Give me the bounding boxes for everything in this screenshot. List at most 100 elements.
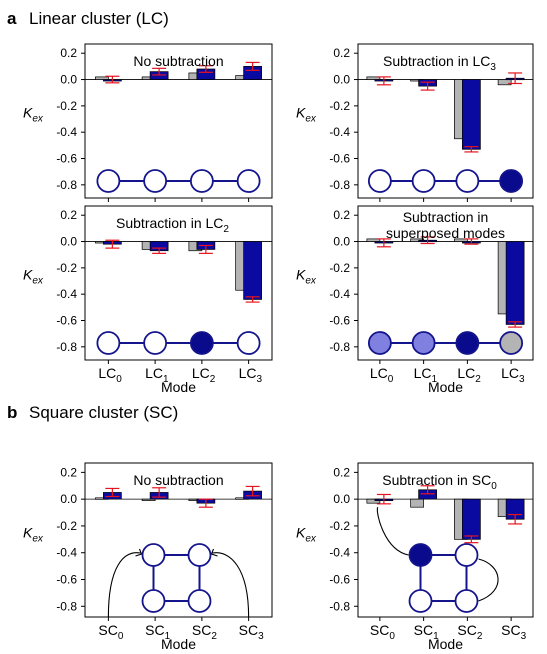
cluster-node — [141, 589, 166, 613]
y-tick-label: 0.0 — [333, 492, 350, 506]
cluster-node — [236, 331, 261, 355]
bar-blue — [462, 498, 481, 540]
cluster-node — [187, 589, 212, 613]
arrow-left — [107, 552, 141, 618]
y-tick-label: 0.0 — [60, 235, 77, 249]
plot-frame — [84, 205, 273, 361]
x-tick-label: SC1 — [414, 622, 439, 642]
y-tick-label: -0.6 — [56, 573, 77, 587]
y-axis-label: Kex — [296, 266, 317, 286]
arrow-right-side — [478, 558, 499, 602]
bar-gray — [454, 238, 468, 242]
y-tick-label: -0.4 — [329, 546, 350, 560]
x-tick-label: LC0 — [98, 365, 122, 385]
cluster-edge — [419, 554, 468, 602]
chart-title: No subtraction — [133, 53, 223, 69]
cluster-node — [499, 169, 524, 193]
cluster-node — [367, 331, 392, 355]
plot-frame — [357, 43, 534, 199]
y-axis-label: Kex — [23, 266, 44, 286]
y-tick-label: -0.2 — [56, 99, 77, 113]
bar-gray — [366, 498, 381, 504]
y-axis-label: Kex — [23, 525, 44, 545]
y-tick-label: 0.2 — [333, 465, 350, 479]
cluster-node — [141, 543, 166, 567]
y-tick-label: -0.8 — [56, 599, 77, 613]
arrow-to-sc0 — [376, 506, 409, 556]
y-tick-label: 0.0 — [60, 73, 77, 87]
y-axis-label: Kex — [296, 525, 317, 545]
section-a-title: Linear cluster (LC) — [29, 9, 169, 28]
y-tick-label: -0.8 — [329, 340, 350, 354]
y-tick-label: -0.8 — [329, 599, 350, 613]
y-axis-label: Kex — [296, 104, 317, 124]
y-tick-label: 0.0 — [333, 235, 350, 249]
bar-gray — [141, 498, 156, 502]
y-tick-label: -0.4 — [56, 546, 77, 560]
section-b-header: b Square cluster (SC) — [7, 403, 178, 422]
cluster-node — [96, 169, 121, 193]
plot-frame — [357, 205, 534, 361]
x-tick-label: LC3 — [501, 365, 525, 385]
y-tick-label: 0.0 — [60, 492, 77, 506]
cluster-node — [455, 169, 480, 193]
chart-title: Subtraction in LC2 — [116, 215, 229, 235]
plot-frame — [357, 462, 534, 618]
chart-title: No subtraction — [133, 472, 223, 488]
cluster-node — [499, 331, 524, 355]
cluster-node — [143, 331, 168, 355]
y-tick-label: -0.2 — [56, 261, 77, 275]
cluster-node — [408, 543, 433, 567]
x-axis-label: Mode — [428, 636, 463, 652]
x-axis-label: Mode — [428, 379, 463, 395]
chart-panel-sc-none: 0.2 0.0 -0.2 -0.4 -0.6 -0.8 Kex SC0 SC1 SC2 SC3 Mod… — [23, 462, 273, 652]
x-tick-label: SC0 — [98, 622, 123, 642]
y-axis-label: Kex — [23, 104, 44, 124]
y-tick-label: -0.8 — [56, 178, 77, 192]
y-tick-label: 0.2 — [333, 208, 350, 222]
y-tick-label: -0.4 — [329, 287, 350, 301]
y-tick-label: -0.4 — [56, 287, 77, 301]
x-tick-label: SC2 — [192, 622, 217, 642]
x-axis-label: Mode — [161, 379, 196, 395]
y-tick-label: -0.6 — [329, 314, 350, 328]
y-tick-label: -0.8 — [56, 340, 77, 354]
cluster-node — [454, 589, 479, 613]
y-tick-label: -0.2 — [329, 99, 350, 113]
bar-blue — [462, 79, 481, 150]
y-tick-label: -0.8 — [329, 178, 350, 192]
cluster-node — [454, 543, 479, 567]
section-a-header: a Linear cluster (LC) — [7, 9, 169, 28]
cluster-node — [189, 331, 214, 355]
y-tick-label: 0.2 — [60, 465, 77, 479]
chart-panel-lc-2: 0.2 0.0 -0.2 -0.4 -0.6 -0.8 Kex LC0 LC1 LC2 LC3 Mod… — [23, 205, 273, 395]
cluster-node — [408, 589, 433, 613]
cluster-node — [187, 543, 212, 567]
y-tick-label: -0.6 — [329, 152, 350, 166]
chart-panel-lc-sup: 0.2 0.0 -0.2 -0.4 -0.6 -0.8 Kex LC0 LC1 LC2 LC3 Mod… — [296, 205, 534, 395]
plot-frame — [84, 43, 273, 199]
y-tick-label: 0.0 — [333, 73, 350, 87]
cluster-node — [189, 169, 214, 193]
cluster-node — [96, 331, 121, 355]
y-tick-label: 0.2 — [60, 46, 77, 60]
chart-panel-lc-none: 0.2 0.0 -0.2 -0.4 -0.6 -0.8 Kex No subtraction — [23, 43, 273, 202]
chart-title-line2: superposed modes — [386, 225, 505, 241]
chart-title: Subtraction in — [403, 209, 489, 225]
section-b-letter: b — [7, 403, 17, 422]
cluster-node — [411, 169, 436, 193]
section-b-title: Square cluster (SC) — [29, 403, 178, 422]
chart-title: Subtraction in SC0 — [382, 472, 497, 492]
chart-title: Subtraction in LC3 — [383, 53, 496, 73]
y-tick-label: 0.2 — [60, 208, 77, 222]
y-tick-label: -0.4 — [56, 125, 77, 139]
chart-panel-lc-3: 0.2 0.0 -0.2 -0.4 -0.6 -0.8 Kex Subtraction in … — [296, 43, 534, 202]
cluster-node — [411, 331, 436, 355]
cluster-node — [455, 331, 480, 355]
plot-frame — [84, 462, 273, 618]
arrow-right — [212, 552, 250, 618]
x-tick-label: LC2 — [192, 365, 216, 385]
cluster-node — [143, 169, 168, 193]
bar-gray — [366, 76, 381, 80]
